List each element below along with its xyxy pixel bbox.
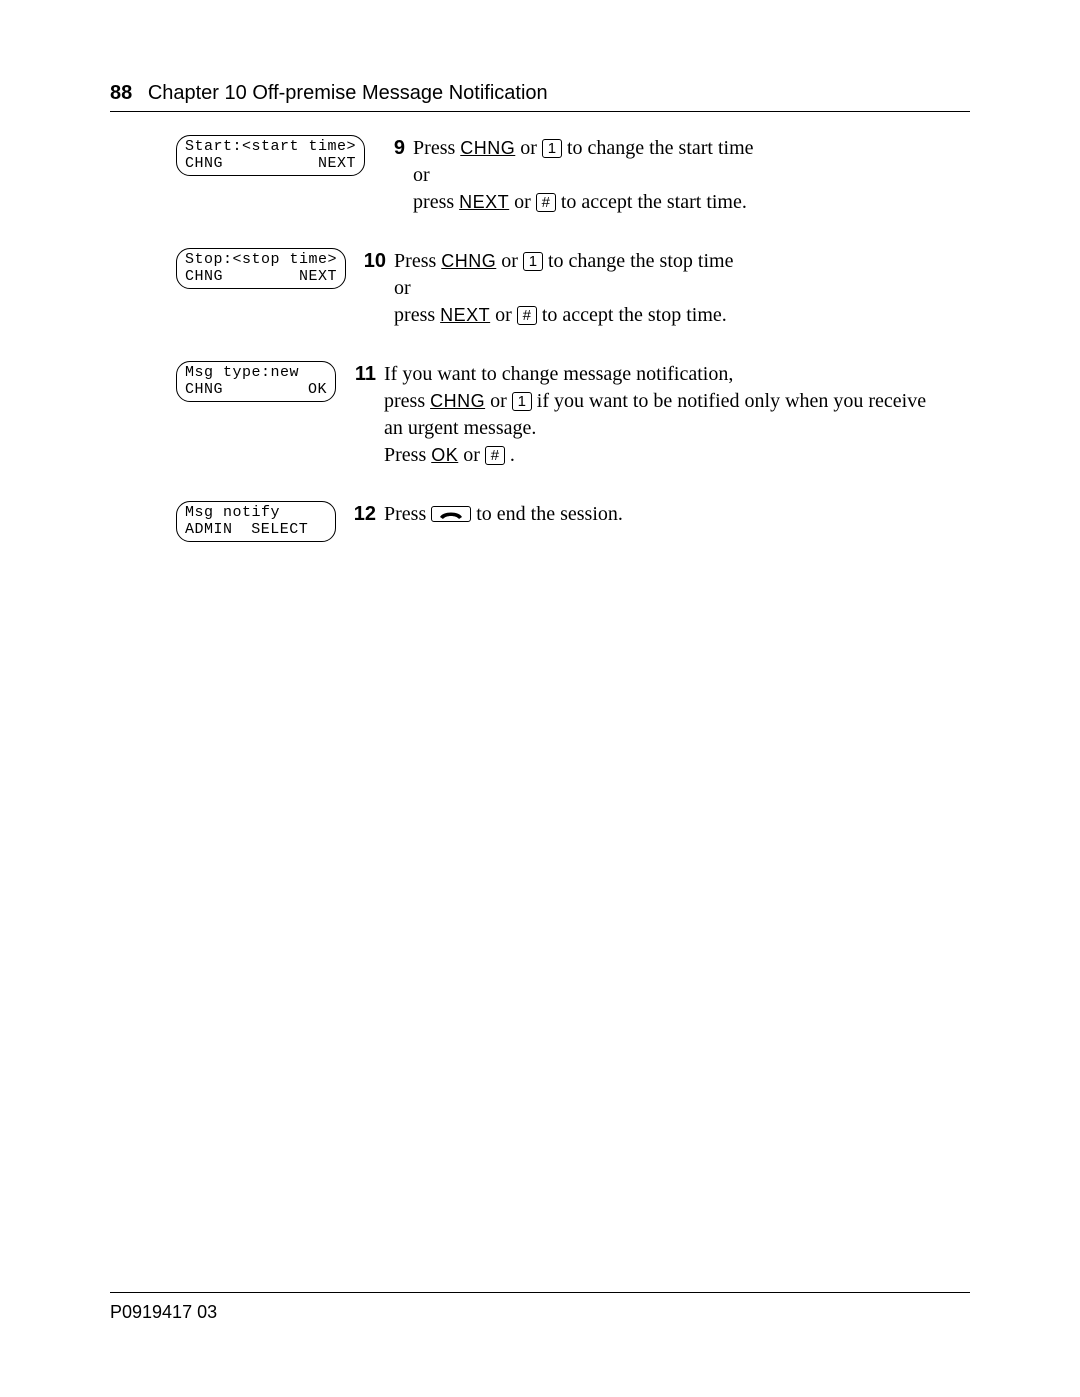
instruction-line: Press CHNG or 1 to change the stop time <box>394 248 970 275</box>
lcd-line1: Stop:<stop time> <box>185 251 337 268</box>
lcd-softkey-mid <box>223 381 308 398</box>
lcd-softkey-mid <box>223 155 318 172</box>
instruction-text: Press <box>384 444 431 466</box>
instruction-line: Press OK or # . <box>384 442 970 469</box>
lcd-softkey-left: CHNG <box>185 155 223 172</box>
step-number: 9 <box>381 135 405 161</box>
instruction-text: or <box>515 137 542 159</box>
instruction-text: to change the start time <box>562 137 754 159</box>
step-list: Start:<start time>CHNGNEXT9Press CHNG or… <box>176 135 970 574</box>
softkey-label: OK <box>431 445 458 465</box>
lcd-softkey-left: ADMIN <box>185 521 233 538</box>
softkey-label: CHNG <box>441 251 496 271</box>
lcd-display: Stop:<stop time>CHNG NEXT <box>176 248 346 289</box>
lcd-softkeys: CHNG NEXT <box>185 268 337 285</box>
dialpad-key-icon: 1 <box>512 392 532 411</box>
page-number: 88 <box>110 82 132 104</box>
lcd-box: Msg type:newCHNG OK <box>176 361 336 402</box>
lcd-box: Msg notifyADMINSELECT <box>176 501 336 542</box>
lcd-softkey-mid <box>223 268 299 285</box>
lcd-display: Msg type:newCHNG OK <box>176 361 336 402</box>
manual-page: 88 Chapter 10 Off-premise Message Notifi… <box>0 0 1080 1397</box>
chapter-title: Chapter 10 Off-premise Message Notificat… <box>148 82 548 104</box>
instruction-text: press <box>394 304 440 326</box>
instruction-line: Press CHNG or 1 to change the start time <box>413 135 970 162</box>
lcd-softkey-right: NEXT <box>318 155 356 172</box>
step-row: Msg notifyADMINSELECT 12 Press to end the … <box>176 501 970 542</box>
lcd-line1: Msg notify <box>185 504 327 521</box>
step-number: 10 <box>362 248 386 274</box>
instruction-line: press NEXT or # to accept the start time… <box>413 189 970 216</box>
instruction-text: press <box>384 390 430 412</box>
step-row: Msg type:newCHNGOK11If you want to chang… <box>176 361 970 469</box>
instruction-text: to end the session. <box>471 503 623 525</box>
instruction-text: Press <box>384 503 431 525</box>
step-row: Stop:<stop time>CHNGNEXT10Press CHNG or … <box>176 248 970 329</box>
lcd-softkey-mid: SELECT <box>233 521 327 538</box>
step-number: 12 <box>352 501 376 527</box>
instruction-text: or <box>490 304 517 326</box>
lcd-softkeys: ADMINSELECT <box>185 521 327 538</box>
lcd-box: Stop:<stop time>CHNG NEXT <box>176 248 346 289</box>
lcd-display: Msg notifyADMINSELECT <box>176 501 336 542</box>
instruction-text: or <box>496 250 523 272</box>
instruction-text: or <box>394 277 411 299</box>
instruction-line: an urgent message. <box>384 415 970 442</box>
footer-rule <box>110 1292 970 1293</box>
instruction-text: If you want to change message notificati… <box>384 363 733 385</box>
instruction-text: . <box>505 444 515 466</box>
instruction-text: or <box>413 164 430 186</box>
lcd-softkey-left: CHNG <box>185 268 223 285</box>
instruction-text: an urgent message. <box>384 417 536 439</box>
dialpad-key-icon: # <box>517 306 537 325</box>
instruction-text: Press <box>413 137 460 159</box>
step-instructions: Press CHNG or 1 to change the start time… <box>413 135 970 216</box>
step-instructions: If you want to change message notificati… <box>384 361 970 469</box>
dialpad-key-icon: # <box>536 193 556 212</box>
instruction-line: or <box>394 275 970 302</box>
instruction-text: press <box>413 191 459 213</box>
softkey-label: NEXT <box>440 305 490 325</box>
step-instructions: Press CHNG or 1 to change the stop timeo… <box>394 248 970 329</box>
step-instructions: Press to end the session. <box>384 501 970 528</box>
footer-doc-id: P0919417 03 <box>110 1302 217 1323</box>
step-number: 11 <box>352 361 376 387</box>
instruction-line: If you want to change message notificati… <box>384 361 970 388</box>
instruction-line: press CHNG or 1 if you want to be notifi… <box>384 388 970 415</box>
instruction-text: or <box>509 191 536 213</box>
page-header: 88 Chapter 10 Off-premise Message Notifi… <box>110 82 970 112</box>
instruction-line: or <box>413 162 970 189</box>
release-key-icon <box>431 506 471 522</box>
lcd-softkey-right: OK <box>308 381 327 398</box>
instruction-text: or <box>458 444 485 466</box>
instruction-line: press NEXT or # to accept the stop time. <box>394 302 970 329</box>
lcd-display: Start:<start time>CHNG NEXT <box>176 135 365 176</box>
lcd-softkey-right: NEXT <box>299 268 337 285</box>
instruction-text: to accept the start time. <box>556 191 747 213</box>
lcd-line1: Msg type:new <box>185 364 327 381</box>
softkey-label: CHNG <box>460 138 515 158</box>
softkey-label: NEXT <box>459 192 509 212</box>
instruction-text: or <box>485 390 512 412</box>
instruction-text: Press <box>394 250 441 272</box>
dialpad-key-icon: # <box>485 446 505 465</box>
softkey-label: CHNG <box>430 391 485 411</box>
lcd-softkeys: CHNG OK <box>185 381 327 398</box>
lcd-softkeys: CHNG NEXT <box>185 155 356 172</box>
lcd-line1: Start:<start time> <box>185 138 356 155</box>
lcd-box: Start:<start time>CHNG NEXT <box>176 135 365 176</box>
instruction-text: to accept the stop time. <box>537 304 727 326</box>
step-row: Start:<start time>CHNGNEXT9Press CHNG or… <box>176 135 970 216</box>
instruction-text: if you want to be notified only when you… <box>532 390 926 412</box>
lcd-softkey-left: CHNG <box>185 381 223 398</box>
instruction-line: Press to end the session. <box>384 501 970 528</box>
dialpad-key-icon: 1 <box>523 252 543 271</box>
dialpad-key-icon: 1 <box>542 139 562 158</box>
instruction-text: to change the stop time <box>543 250 734 272</box>
